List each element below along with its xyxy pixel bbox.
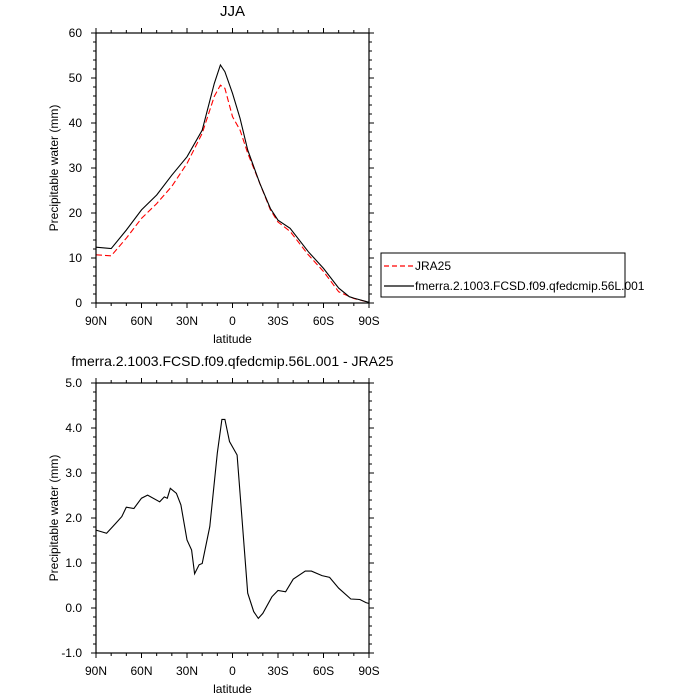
panel1-y-axis-label: Precipitable water (mm) — [47, 105, 61, 232]
panel1-x-tick-label: 30N — [176, 314, 198, 328]
panel1-y-tick-label: 40 — [69, 116, 83, 130]
panel1-plot-frame — [95, 32, 370, 304]
panel1-y-tick-label: 10 — [69, 251, 83, 265]
panel2-y-tick-label: 1.0 — [65, 556, 82, 570]
panel2-y-tick-label: -1.0 — [61, 646, 82, 660]
panel1-x-tick-label: 90N — [85, 314, 107, 328]
panel2-title: fmerra.2.1003.FCSD.f09.qfedcmip.56L.001 … — [71, 353, 393, 369]
panel1-series-line-fmerra-2-1003-fcsd-f09-qfedcmip-56l-001 — [95, 63, 370, 303]
panel1-x-tick-label: 0 — [229, 314, 236, 328]
panel2-y-tick-label: 5.0 — [65, 376, 82, 390]
panel1-x-tick-label: 60N — [130, 314, 152, 328]
panel1-y-tick-label: 0 — [75, 296, 82, 310]
panel2-x-axis-label: latitude — [213, 682, 252, 696]
panel2-x-tick-label: 60S — [313, 664, 334, 678]
panel2-x-tick-label: 90S — [358, 664, 379, 678]
panel2-y-tick-label: 4.0 — [65, 421, 82, 435]
legend-label: JRA25 — [415, 259, 451, 273]
panel2-x-tick-label: 30N — [176, 664, 198, 678]
panel2-y-tick-label: 0.0 — [65, 601, 82, 615]
legend-label: fmerra.2.1003.FCSD.f09.qfedcmip.56L.001 — [415, 279, 645, 293]
panel1-x-tick-label: 90S — [358, 314, 379, 328]
panel2-x-tick-label: 60N — [130, 664, 152, 678]
panel2-y-tick-label: 3.0 — [65, 466, 82, 480]
panel2-plot-frame — [95, 382, 370, 654]
panel2-y-axis-label: Precipitable water (mm) — [47, 455, 61, 582]
panel1-x-axis-label: latitude — [213, 332, 252, 346]
panel1-y-tick-label: 30 — [69, 161, 83, 175]
panel1-y-tick-label: 20 — [69, 206, 83, 220]
panel1-series-line-jra25 — [95, 84, 370, 303]
panel2-series-line-difference — [95, 418, 370, 620]
panel2-x-tick-label: 30S — [267, 664, 288, 678]
panel1-title: JJA — [220, 3, 245, 20]
panel1-x-tick-label: 60S — [313, 314, 334, 328]
panel2-y-tick-label: 2.0 — [65, 511, 82, 525]
panel2-x-tick-label: 90N — [85, 664, 107, 678]
legend-box — [380, 252, 626, 298]
panel2-x-tick-label: 0 — [229, 664, 236, 678]
panel1-y-tick-label: 50 — [69, 71, 83, 85]
panel1-x-tick-label: 30S — [267, 314, 288, 328]
panel1-y-tick-label: 60 — [69, 26, 83, 40]
